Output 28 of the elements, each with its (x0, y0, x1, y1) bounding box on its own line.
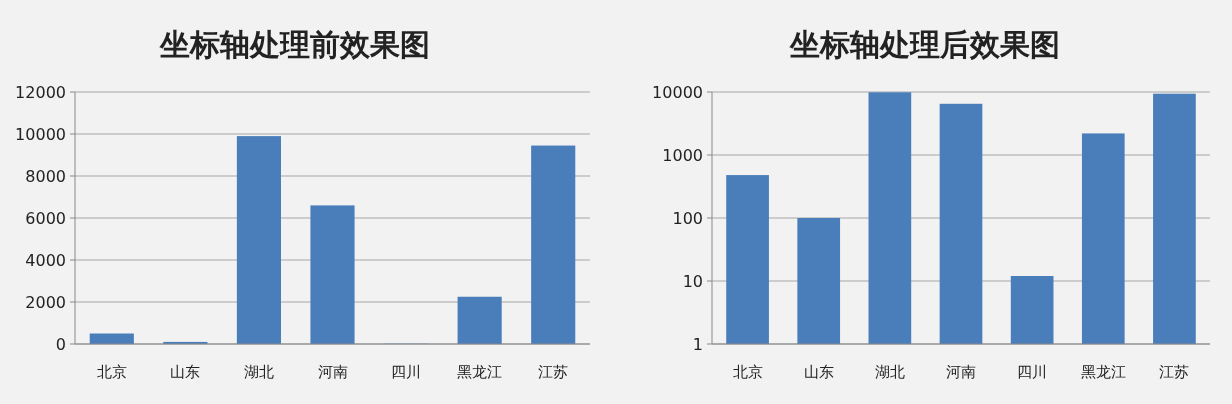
y-tick-label: 100 (672, 209, 703, 228)
x-tick-label: 湖北 (243, 363, 274, 381)
x-tick-label: 北京 (96, 363, 127, 381)
y-tick-label: 10 (682, 272, 703, 291)
chart-title: 坐标轴处理后效果图 (789, 27, 1060, 62)
x-tick-label: 河南 (317, 363, 348, 381)
y-tick-label: 1 (692, 335, 703, 354)
y-tick-label: 4000 (25, 251, 66, 270)
x-tick-label: 北京 (732, 363, 763, 381)
x-tick-label: 江苏 (538, 363, 569, 381)
y-tick-label: 6000 (25, 209, 66, 228)
x-tick-label: 湖北 (874, 363, 905, 381)
y-tick-label: 12000 (15, 83, 66, 102)
y-tick-label: 0 (55, 335, 66, 354)
y-tick-label: 2000 (25, 293, 66, 312)
x-tick-label: 江苏 (1159, 363, 1190, 381)
x-tick-label: 山东 (803, 363, 834, 381)
y-tick-label: 1000 (662, 146, 703, 165)
chart-title: 坐标轴处理前效果图 (159, 27, 430, 62)
y-tick-label: 10000 (15, 125, 66, 144)
x-tick-label: 河南 (946, 363, 976, 381)
x-tick-label: 四川 (1017, 363, 1048, 381)
x-tick-label: 黑龙江 (1080, 363, 1126, 381)
y-tick-label: 10000 (652, 83, 703, 102)
x-tick-label: 山东 (170, 363, 201, 381)
y-tick-label: 8000 (25, 167, 66, 186)
x-tick-label: 四川 (391, 363, 422, 381)
x-tick-label: 黑龙江 (457, 363, 503, 381)
